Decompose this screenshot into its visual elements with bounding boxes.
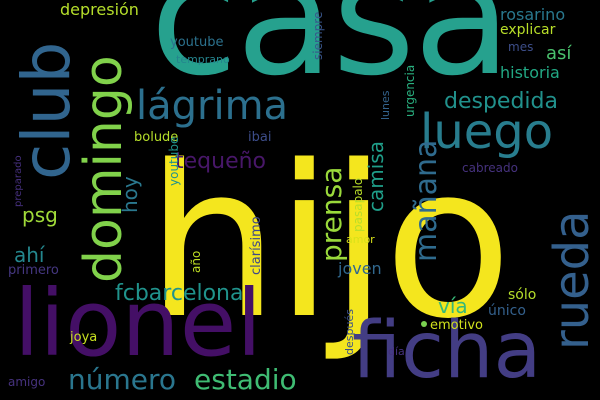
word-joya: joya (70, 330, 98, 345)
word-asi: así (546, 43, 572, 64)
word-mes: mes (508, 40, 534, 54)
word-amigo: amigo (8, 375, 46, 389)
word-numero: número (68, 363, 177, 396)
word-luego: luego (420, 104, 554, 160)
word-urgencia: urgencia (403, 64, 417, 117)
word-prensa: prensa (315, 166, 348, 262)
word-youtube-vertical: youtube (167, 136, 181, 186)
word-historia: historia (500, 63, 560, 82)
word-rosarino: rosarino (500, 5, 566, 24)
word-despedida: despedida (444, 89, 558, 114)
word-ano: año (189, 250, 203, 273)
word-explicar: explicar (500, 22, 556, 38)
word-siempre: siempre (311, 11, 325, 60)
word-ibai: ibai (248, 130, 272, 145)
word-clarisimo: clarísimo (249, 216, 264, 275)
word-dia: día (388, 345, 405, 358)
word-primero: primero (8, 263, 59, 278)
word-lunes: lunes (379, 90, 392, 121)
word-unico: único (488, 303, 526, 319)
word-hoy: hoy (118, 176, 142, 213)
dot-marker (421, 321, 427, 327)
word-ahi: ahí (14, 243, 45, 267)
word-preparado: preparado (13, 155, 24, 207)
word-fcbarcelona: fcbarcelona (115, 281, 244, 306)
word-joven: joven (338, 259, 382, 278)
word-via: vía (438, 294, 468, 318)
word-pasapalo: pasapalo (351, 177, 365, 232)
word-youtube: youtube (170, 35, 224, 50)
word-lagrima: lágrima (136, 83, 289, 129)
word-depresion: depresión (60, 0, 139, 19)
word-psg: psg (22, 203, 58, 227)
word-camisa: camisa (364, 141, 388, 212)
word-bolude: bolude (134, 130, 179, 145)
word-solo: sólo (508, 287, 537, 303)
word-despues: después (343, 309, 356, 355)
word-manana: mañana (409, 139, 444, 262)
word-ficha: ficha (352, 306, 542, 396)
word-casa: casa (150, 0, 511, 111)
word-rueda: rueda (544, 210, 600, 350)
word-temprano: temprano (176, 53, 230, 66)
word-lionel: lionel (14, 270, 262, 377)
word-hijo: hijo (146, 120, 512, 365)
word-emotivo: emotivo (430, 318, 483, 333)
word-estadio: estadio (194, 363, 297, 396)
word-cabreado: cabreado (462, 161, 518, 175)
word-domingo: domingo (74, 55, 134, 283)
word-tequeno: tequeño (175, 149, 267, 174)
word-amor: amor (346, 233, 375, 246)
